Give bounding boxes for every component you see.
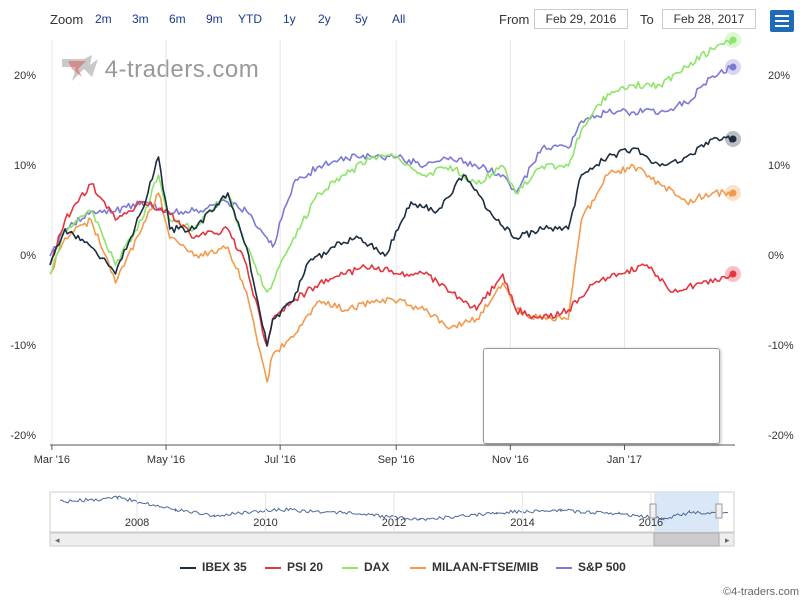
end-marker-psi-20 [729,270,737,278]
x-tick-label: May '16 [147,454,185,466]
zoom-3m-button[interactable]: 3m [132,12,149,26]
from-label: From [499,12,530,27]
navigator-year-label: 2016 [639,517,663,529]
end-marker-milaan-ftse-mib [729,189,737,197]
y-tick-label-left: -20% [10,430,36,442]
navigator-series-line [59,495,729,522]
end-marker-ibex-35 [729,135,737,143]
navigator-scrollbar[interactable] [49,532,735,547]
navigator-year-label: 2012 [382,517,406,529]
logo-arrow-icon [62,55,98,81]
y-tick-label-right: 20% [768,70,790,82]
legend-swatch [180,566,196,569]
legend: IBEX 35 PSI 20 DAX MILAAN-FTSE/MIB S&P 5… [0,560,805,578]
chart-area: Mar '16 May '16 Jul '16 Sep '16 Nov '16 Jan '… [10,32,794,547]
navigator-left-handle[interactable] [649,503,657,519]
end-marker-s-p-500 [729,63,737,71]
scroll-right-arrow-icon[interactable]: ▸ [725,535,730,545]
series-line-psi-20 [49,183,734,347]
y-axis-left: -20% -10% 0% 10% 20% [10,70,36,442]
zoom-label: Zoom [50,12,84,27]
x-axis-ticks: Mar '16 May '16 Jul '16 Sep '16 Nov '16 Jan '… [34,445,642,466]
end-marker-dax [729,36,737,44]
tooltip-box [483,348,720,444]
x-tick-label: Jul '16 [264,454,295,466]
x-tick-label: Nov '16 [492,454,529,466]
y-tick-label-right: -20% [768,430,794,442]
y-tick-label-right: 10% [768,160,790,172]
zoom-ytd-button[interactable]: YTD [238,12,262,26]
navigator-frame [49,491,735,533]
x-tick-label: Mar '16 [34,454,70,466]
credit-text: ©4-traders.com [723,586,799,598]
vertical-gridlines [51,40,625,445]
series-line-s-p-500 [49,65,734,257]
navigator-right-handle[interactable] [715,503,723,519]
hamburger-icon [775,15,789,17]
y-tick-label-right: 0% [768,250,784,262]
zoom-all-button[interactable]: All [392,12,406,26]
chart-menu-button[interactable] [770,10,794,32]
zoom-1y-button[interactable]: 1y [283,12,296,26]
zoom-toolbar: Zoom 2m 3m 6m 9m YTD 1y 2y 5y All From T… [0,0,805,40]
navigator-year-label: 2008 [125,517,149,529]
zoom-9m-button[interactable]: 9m [206,12,223,26]
navigator-scrollbar-thumb[interactable] [653,532,720,547]
navigator-selection[interactable] [654,492,719,532]
to-label: To [640,12,654,27]
zoom-6m-button[interactable]: 6m [169,12,186,26]
y-axis-right: -20% -10% 0% 10% 20% [768,70,794,442]
legend-item-psi20[interactable]: PSI 20 [265,560,323,574]
legend-item-ibex35[interactable]: IBEX 35 [180,560,247,574]
x-tick-label: Jan '17 [607,454,642,466]
y-tick-label-left: -10% [10,340,36,352]
legend-item-dax[interactable]: DAX [342,560,389,574]
y-tick-label-left: 10% [14,160,36,172]
legend-item-sp500[interactable]: S&P 500 [556,560,626,574]
legend-swatch [410,566,426,569]
watermark-logo: 4-traders.com [62,55,259,84]
series-lines [49,39,734,383]
x-tick-label: Sep '16 [378,454,415,466]
navigator-year-label: 2014 [510,517,534,529]
scroll-left-arrow-icon[interactable]: ◂ [55,535,60,545]
zoom-2m-button[interactable]: 2m [95,12,112,26]
zoom-5y-button[interactable]: 5y [355,12,368,26]
navigator[interactable]: 2008 2010 2012 2014 2016 ◂ ▸ [49,491,735,547]
from-date-input[interactable] [534,9,628,29]
series-line-ibex-35 [49,135,734,347]
navigator-year-label: 2010 [253,517,277,529]
series-line-dax [49,39,734,293]
y-tick-label-left: 0% [20,250,36,262]
zoom-2y-button[interactable]: 2y [318,12,331,26]
legend-swatch [342,566,358,569]
y-tick-label-right: -10% [768,340,794,352]
legend-swatch [265,566,281,569]
end-markers [725,32,741,282]
legend-item-ftse-mib[interactable]: MILAAN-FTSE/MIB [410,560,539,574]
to-date-input[interactable] [662,9,756,29]
legend-swatch [556,566,572,569]
navigator-year-labels: 2008 2010 2012 2014 2016 [125,492,663,532]
watermark-text: 4-traders.com [104,56,260,83]
y-tick-label-left: 20% [14,70,36,82]
